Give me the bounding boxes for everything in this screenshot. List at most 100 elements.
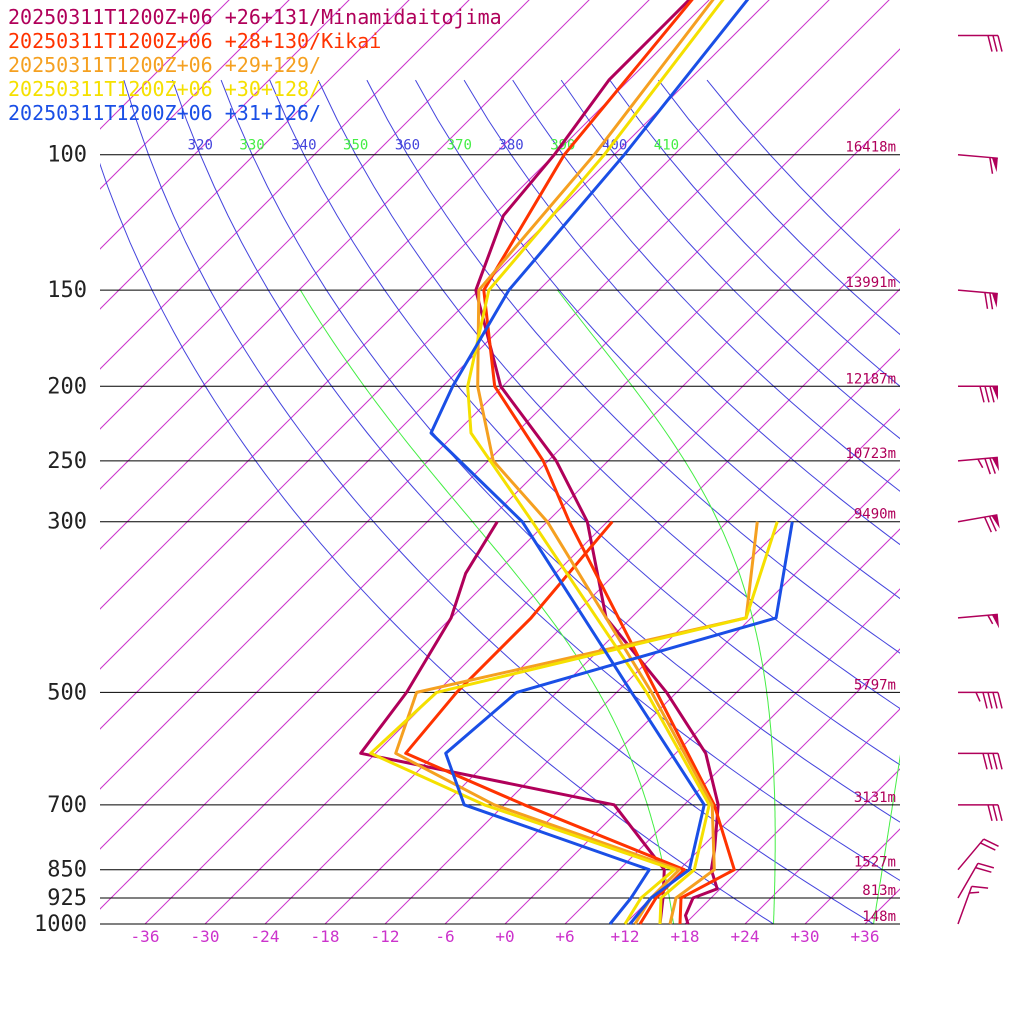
dry-adiabat-line [609,79,900,387]
wind-barb-feather [997,692,1003,709]
upper-temperature-tick: -54 [910,0,939,3]
height-label: 813m [862,883,896,899]
wind-barb-pennant [991,614,1000,629]
temperature-profile-line [476,0,716,925]
legend-entry: 20250311T1200Z+06 +29+129/ [8,53,321,77]
wind-barb [958,385,998,403]
legend-entry: 20250311T1200Z+06 +30+128/ [8,77,321,101]
pressure-label: 150 [47,278,87,303]
wind-barb-feather [984,458,991,475]
isotherm-line [925,0,1024,924]
wind-barb [957,613,1000,629]
legend: 20250311T1200Z+06 +26+131/Minamidaitojim… [8,5,502,125]
dewpoint-profile-line [404,520,686,925]
wind-barbs [957,34,1003,925]
dry-adiabat-line [269,79,900,766]
isotherm-line [100,0,530,430]
isotherm-lines [100,0,1024,924]
wind-barb-staff [957,838,985,871]
dry-adiabat-line [560,79,900,440]
height-label: 1527m [854,855,896,871]
wind-barb-feather [982,753,988,770]
wind-barb-pennant [991,457,1000,472]
isotherm-line [684,708,900,924]
theta-label: 320 [188,138,213,154]
wind-barb-feather [983,838,999,847]
isotherm-line [444,468,900,924]
height-label: 9490m [854,507,896,523]
wind-barb [958,691,1003,709]
wind-barb-staff [957,613,998,619]
theta-label: 330 [239,138,264,154]
isotherm-line [100,0,650,550]
temperature-tick: +30 [791,927,820,946]
isotherm-line [204,228,900,924]
upper-temperature-tick-labels: -66 -60 -54 -48 [790,0,999,3]
dry-adiabat-line [463,79,900,546]
wind-barb [958,804,1003,822]
isotherm-line [100,0,470,370]
temperature-tick: -24 [251,927,280,946]
wind-barb-feather [977,862,995,869]
dry-adiabat-line [172,79,900,882]
pressure-label: 925 [47,886,87,911]
upper-temperature-tick: -66 [790,0,819,3]
legend-entry: 20250311T1200Z+06 +28+130/Kikai [8,29,381,53]
isotherm-line [264,288,900,924]
wind-barb-feather [988,515,997,532]
isotherm-line [564,588,900,924]
wind-barb-pennant [991,293,998,308]
dewpoint-profile-line [444,521,794,925]
theta-label: 410 [654,138,679,154]
moist-adiabat-lines [300,289,1024,924]
wind-barb-feather [989,157,994,174]
sounding-profiles [359,0,794,925]
isotherm-line [100,0,830,730]
dry-adiabat-line [415,79,900,600]
isotherm-line [100,0,590,490]
dewpoint-profile-line [394,521,759,925]
temperature-tick: -18 [311,927,340,946]
wind-barb [957,153,998,174]
temperature-profile-line [474,0,720,925]
wind-barb-feather [975,866,992,873]
wind-barb-feather [987,753,993,770]
wind-barb-feather [979,386,985,403]
height-label: 10723m [845,446,896,462]
pressure-label: 1000 [34,912,87,937]
temperature-tick: +0 [495,927,514,946]
temperature-tick: +6 [555,927,574,946]
dry-adiabat-line [100,162,774,924]
wind-barb-feather [984,386,990,403]
wind-barb-feather [997,804,1003,822]
wind-barb-feather [980,842,996,851]
wind-barb [958,752,1003,770]
moist-adiabat-line [974,290,1024,924]
temperature-tick: -36 [131,927,160,946]
wind-barb [958,34,1003,52]
wind-barb-pennant [991,157,998,173]
isotherm-line [864,888,900,924]
wind-barb [957,862,995,899]
height-labels: 16418m 13991m 12187m 10723m 9490m 5797m 3131m 1… [845,140,896,925]
wind-barb-feather [987,614,994,625]
upper-temperature-tick: -48 [970,0,999,3]
temperature-profile-line [482,0,736,925]
wind-barb-feather [984,292,989,309]
wind-barb-feather [977,458,984,469]
legend-entry: 20250311T1200Z+06 +26+131/Minamidaitojim… [8,5,502,29]
moist-adiabat-line [300,289,674,924]
height-label: 5797m [854,677,896,693]
theta-label: 340 [291,138,316,154]
isotherm-line [624,648,900,924]
pressure-label: 850 [47,858,87,883]
isotherm-line [384,408,900,924]
wind-barb-feather [987,35,993,52]
wind-barb-feather [987,804,993,822]
wind-barb-feather [992,35,998,52]
wind-barb-feather [989,292,994,310]
dry-adiabat-line [512,79,900,492]
wind-barb-feather [997,35,1003,52]
isotherm-line [100,0,710,610]
legend-entry: 20250311T1200Z+06 +31+126/ [8,101,321,125]
